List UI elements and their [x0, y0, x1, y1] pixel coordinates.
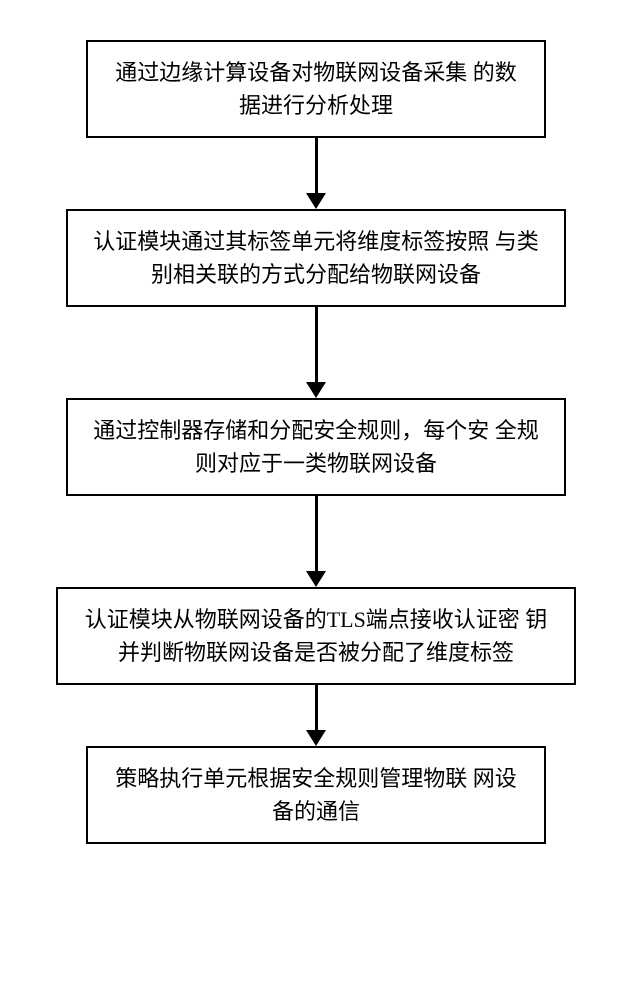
arrow-shaft — [315, 307, 318, 382]
arrow-head-icon — [306, 730, 326, 746]
flow-arrow-4 — [306, 685, 326, 746]
arrow-head-icon — [306, 382, 326, 398]
arrow-shaft — [315, 138, 318, 193]
flow-node-3: 通过控制器存储和分配安全规则，每个安 全规则对应于一类物联网设备 — [66, 398, 566, 496]
flow-arrow-2 — [306, 307, 326, 398]
arrow-shaft — [315, 496, 318, 571]
flow-arrow-3 — [306, 496, 326, 587]
flow-node-5: 策略执行单元根据安全规则管理物联 网设备的通信 — [86, 746, 546, 844]
flow-arrow-1 — [306, 138, 326, 209]
flow-node-2: 认证模块通过其标签单元将维度标签按照 与类别相关联的方式分配给物联网设备 — [66, 209, 566, 307]
arrow-head-icon — [306, 193, 326, 209]
flow-node-4: 认证模块从物联网设备的TLS端点接收认证密 钥并判断物联网设备是否被分配了维度标… — [56, 587, 576, 685]
arrow-head-icon — [306, 571, 326, 587]
arrow-shaft — [315, 685, 318, 730]
flow-node-1: 通过边缘计算设备对物联网设备采集 的数据进行分析处理 — [86, 40, 546, 138]
